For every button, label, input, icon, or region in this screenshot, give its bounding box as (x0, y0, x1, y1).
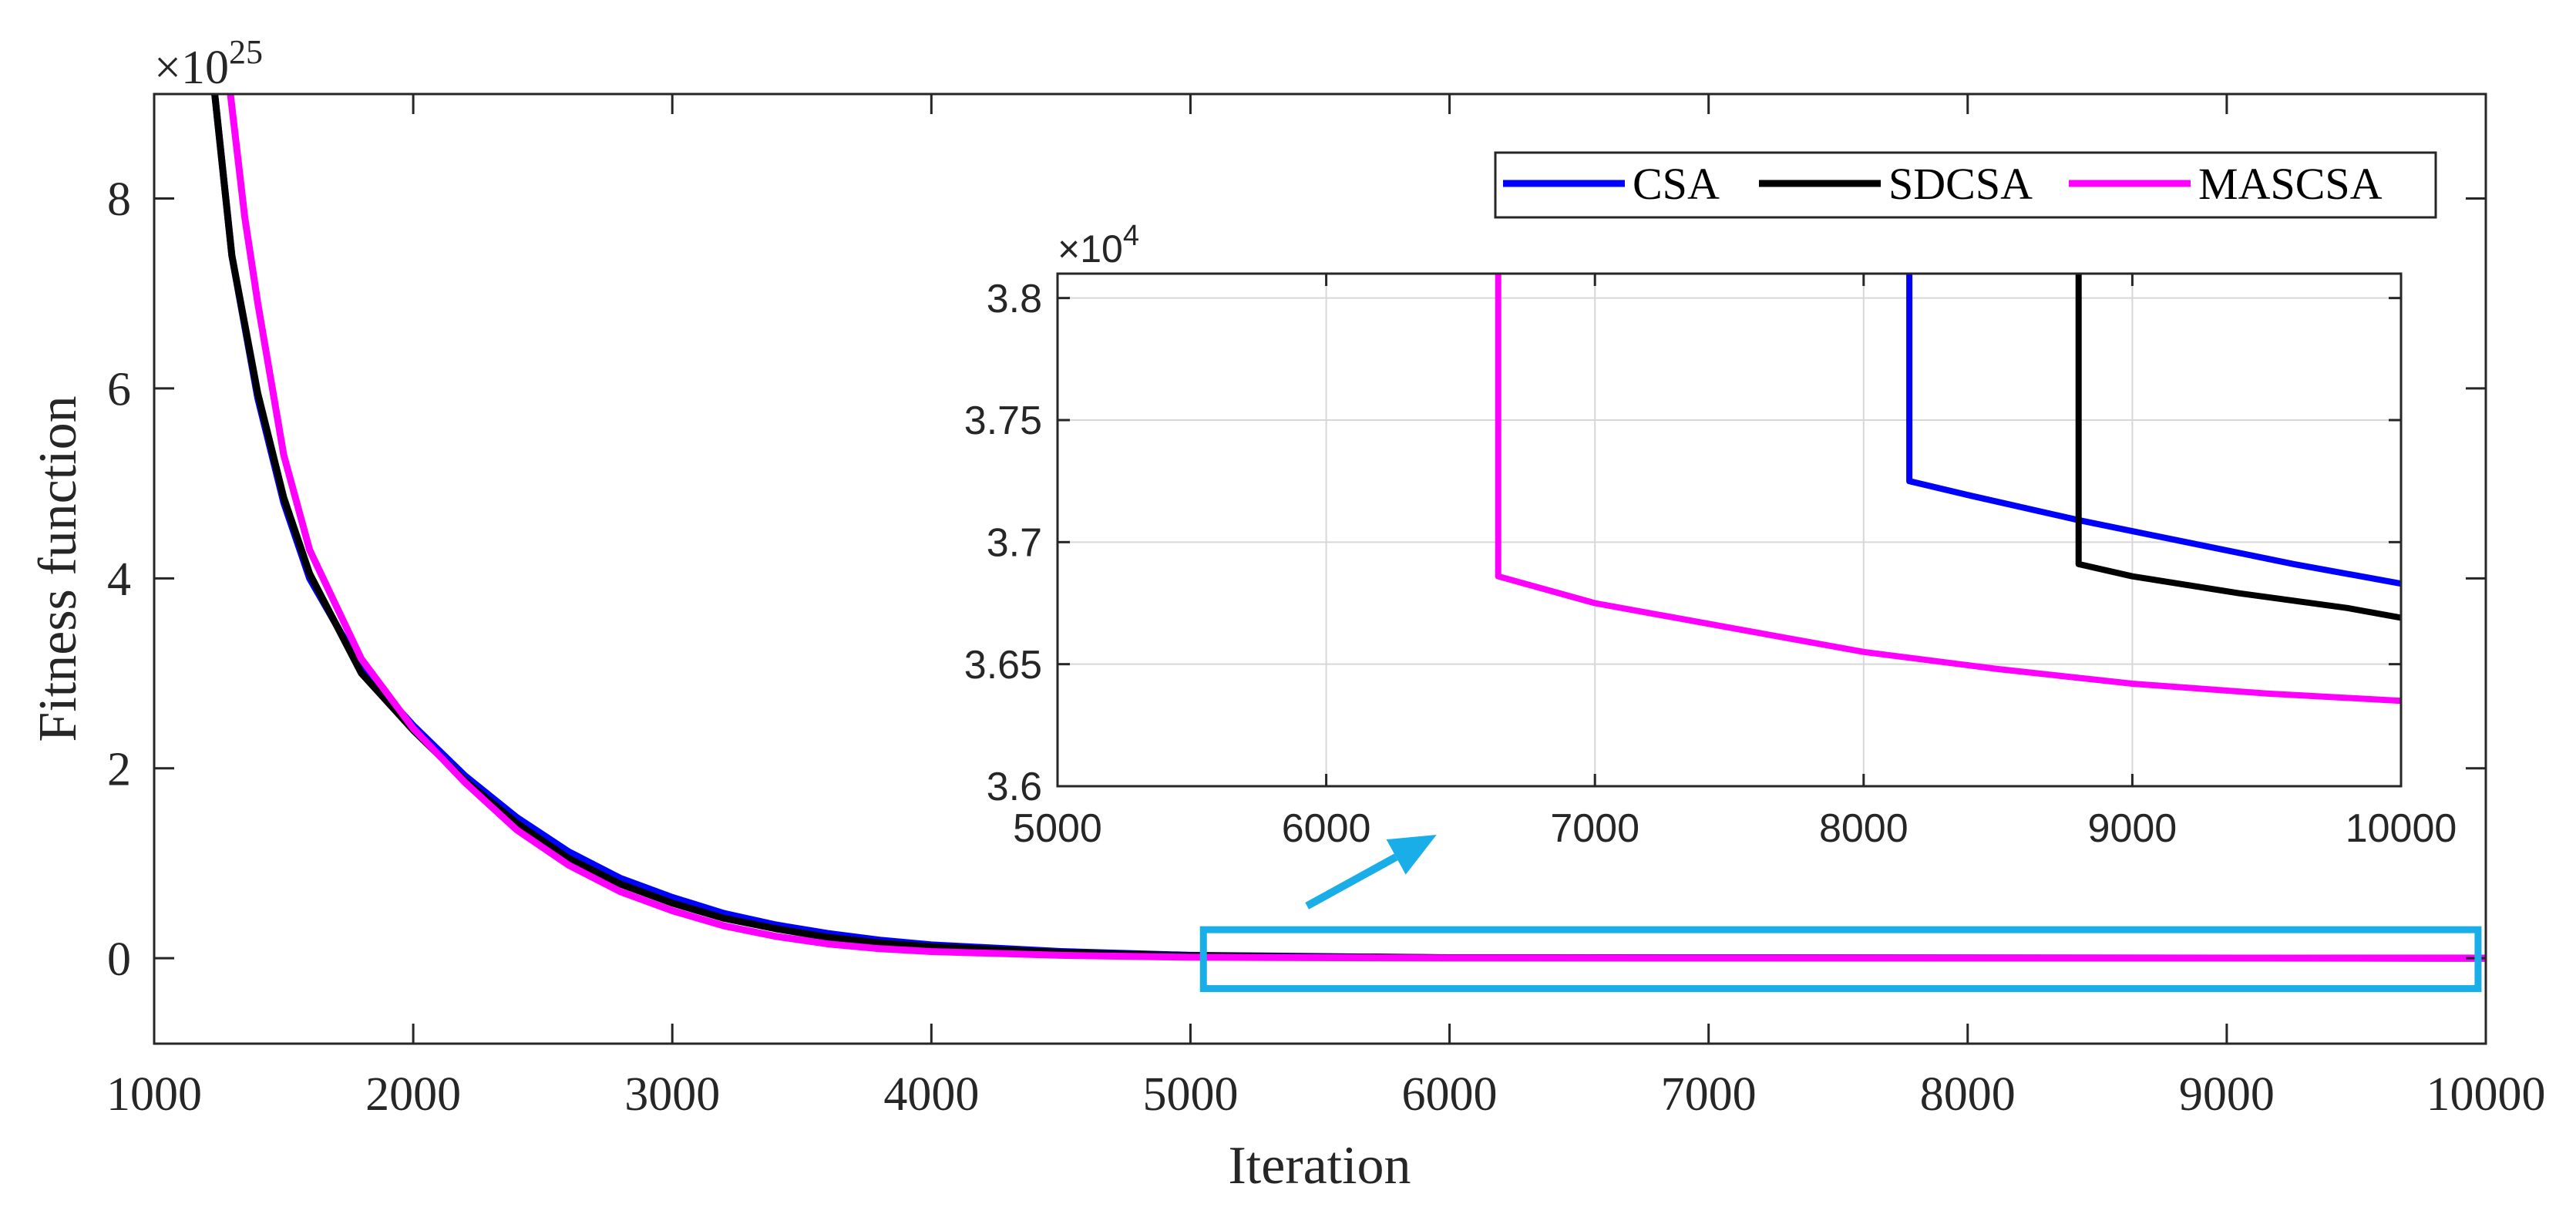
main-y-tick-label: 0 (107, 933, 131, 986)
inset-x-tick-label: 10000 (2346, 806, 2457, 851)
inset-series-sdcsa (2075, 274, 2401, 621)
main-y-axis-label: Fitness function (29, 395, 88, 742)
zoom-arrowhead (1386, 834, 1437, 875)
inset-axes-box (1056, 272, 2403, 788)
inset-y-tick-label: 3.65 (964, 643, 1042, 688)
inset-chart: 5000 6000 7000 8000 9000 10000 3.6 3.65 3.7 3.75… (964, 220, 2457, 851)
legend-label-mascsa: MASCSA (2198, 159, 2383, 209)
main-y-multiplier: ×1025 (154, 33, 263, 94)
main-y-tick-label: 2 (107, 743, 131, 795)
legend-box (1494, 151, 2437, 219)
inset-background (1058, 274, 2401, 786)
inset-ticks (1056, 274, 2403, 788)
inset-x-tick-label: 5000 (1013, 806, 1102, 851)
main-x-tick-label: 9000 (2179, 1068, 2275, 1121)
inset-series-mascsa (1495, 274, 2401, 705)
main-x-tick-label: 8000 (1920, 1068, 2016, 1121)
inset-x-tick-labels: 5000 6000 7000 8000 9000 10000 (1013, 806, 2457, 851)
inset-x-tick-label: 7000 (1550, 806, 1639, 851)
main-x-tick-label: 6000 (1402, 1068, 1498, 1121)
inset-y-tick-label: 3.8 (987, 277, 1042, 321)
zoom-highlight-box (1199, 926, 2482, 993)
legend: CSA SDCSA MASCSA (1494, 151, 2437, 219)
main-x-tick-label: 5000 (1142, 1068, 1238, 1121)
main-x-tick-label: 4000 (883, 1068, 979, 1121)
inset-y-tick-label: 3.6 (987, 765, 1042, 809)
main-y-tick-labels: 0 2 4 6 8 (107, 173, 131, 986)
main-y-tick-label: 6 (107, 364, 131, 416)
inset-y-tick-label: 3.75 (964, 399, 1042, 443)
main-series-group (211, 94, 2486, 962)
main-x-tick-labels: 1000 2000 3000 4000 5000 6000 7000 8000 9000 1000… (106, 1068, 2546, 1121)
legend-label-csa: CSA (1633, 159, 1720, 209)
main-chart: 1000 2000 3000 4000 5000 6000 7000 8000 9000 1000… (29, 33, 2546, 1196)
main-x-tick-label: 3000 (624, 1068, 720, 1121)
legend-label-sdcsa: SDCSA (1888, 159, 2033, 209)
inset-x-tick-label: 6000 (1282, 806, 1371, 851)
main-series-sdcsa (211, 94, 2486, 962)
main-y-tick-label: 4 (107, 553, 131, 606)
inset-y-multiplier: ×104 (1058, 220, 1139, 271)
main-axes-box (153, 92, 2487, 1045)
inset-x-tick-label: 8000 (1819, 806, 1908, 851)
zoom-arrow (1305, 853, 1398, 910)
inset-y-tick-labels: 3.6 3.65 3.7 3.75 3.8 (964, 277, 1042, 809)
inset-x-tick-label: 9000 (2088, 806, 2177, 851)
main-x-axis-label: Iteration (1228, 1136, 1411, 1196)
inset-series-group (1495, 274, 2401, 705)
main-y-tick-label: 8 (107, 173, 131, 226)
main-series-mascsa (227, 94, 2486, 962)
main-x-tick-label: 2000 (365, 1068, 461, 1121)
main-x-tick-label: 7000 (1661, 1068, 1757, 1121)
main-x-tick-label: 10000 (2426, 1068, 2546, 1121)
main-x-tick-label: 1000 (106, 1068, 202, 1121)
inset-y-tick-label: 3.7 (987, 521, 1042, 566)
